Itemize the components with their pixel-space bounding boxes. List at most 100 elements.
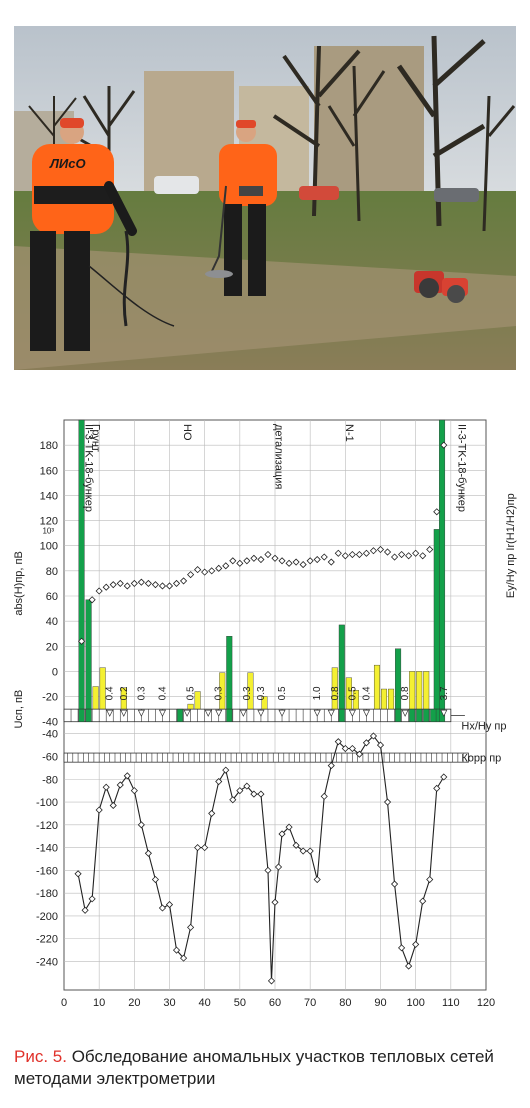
- x-tick-label: 20: [128, 997, 140, 1009]
- triangle-marker: [106, 709, 114, 717]
- y-tick-label: 0: [52, 666, 58, 678]
- y-axis-label: Ucп, пВ: [13, 690, 25, 729]
- ucp-point: [88, 895, 96, 903]
- diamond-point: [102, 583, 110, 591]
- bar-value-label: 0.4: [105, 686, 116, 700]
- x-tick-label: 70: [304, 997, 316, 1009]
- diamond-point: [334, 549, 342, 557]
- ucp-point: [165, 900, 174, 909]
- hxhy-green-cell: [439, 708, 446, 722]
- x-tick-label: 80: [339, 997, 351, 1009]
- bar-value-label: 0.4: [361, 686, 372, 700]
- ucp-point: [102, 783, 110, 791]
- y-tick-label: 160: [40, 465, 58, 477]
- hxhy-green-cell: [78, 708, 85, 722]
- x-tick-label: 120: [477, 997, 495, 1009]
- y-tick-label: -200: [36, 911, 58, 923]
- ucp-point: [271, 898, 279, 906]
- diamond-point: [369, 547, 378, 555]
- hxhy-green-cell: [430, 708, 437, 722]
- diamond-point: [419, 552, 427, 560]
- ucp-point: [306, 847, 314, 855]
- bar-value-label: 0.3: [214, 686, 225, 700]
- ucp-point: [229, 796, 237, 804]
- bar-value-label: 0.5: [186, 686, 197, 700]
- ucp-point: [405, 962, 413, 970]
- electrometry-chart: 180160140120100806040200-20-4010³-40-60-…: [13, 419, 517, 1009]
- caption-lead: Рис. 5.: [14, 1047, 67, 1066]
- ucp-point: [243, 782, 251, 790]
- bar-value-label: 3.7: [439, 686, 450, 700]
- diamond-point: [264, 550, 272, 559]
- ucp-point: [412, 940, 420, 949]
- operator-left: ЛИсО: [30, 118, 175, 351]
- ucp-point: [440, 773, 448, 781]
- bar-value-label: 0.8: [330, 686, 341, 700]
- diamond-point: [348, 550, 356, 559]
- diamond-point: [306, 557, 314, 565]
- y-tick-label: 40: [46, 616, 58, 628]
- ucp-point: [130, 787, 138, 795]
- ucp-point: [433, 784, 441, 792]
- diamond-point: [236, 559, 244, 567]
- y-tick-label: -220: [36, 934, 58, 946]
- diamond-point: [158, 582, 167, 590]
- y-tick-label: -180: [36, 888, 58, 900]
- y-tick-label: -40: [42, 729, 58, 741]
- diamond-point: [257, 555, 265, 564]
- ucp-point: [144, 849, 152, 857]
- hxhy-green-cell: [226, 708, 233, 722]
- x-tick-label: 30: [163, 997, 175, 1009]
- diamond-point: [285, 559, 293, 567]
- hxhy-green-cell: [177, 708, 184, 722]
- segment-annotation: детализация: [272, 424, 284, 489]
- ucp-point: [398, 944, 406, 952]
- figure-caption: Рис. 5. Обследование аномальных участков…: [14, 1046, 522, 1090]
- green-bar: [338, 624, 345, 722]
- y-tick-label: 140: [40, 490, 58, 502]
- y-axis-label-right: Ey/Hy пр Ir(H1/H2)пр: [505, 493, 517, 598]
- ucp-point: [383, 798, 392, 806]
- diamond-point: [376, 545, 385, 554]
- ucp-point: [158, 904, 167, 912]
- korr-strip: [63, 752, 469, 763]
- x-tick-label: 50: [234, 997, 246, 1009]
- diamond-point: [201, 568, 209, 576]
- photo-trees: [28, 35, 516, 232]
- y-axis-label: abs(H)пр, пВ: [13, 551, 25, 616]
- diamond-point: [151, 581, 159, 589]
- diamond-point: [433, 508, 441, 516]
- ucp-point: [267, 977, 276, 985]
- y-tick-label: 120: [40, 516, 58, 528]
- hxhy-label: Hx/Hy пр: [461, 720, 506, 732]
- segment-annotation: Грунт: [90, 424, 102, 452]
- diamond-point: [123, 582, 131, 590]
- photo-buildings: [314, 46, 424, 191]
- ucp-point: [362, 739, 370, 747]
- diamond-point: [222, 562, 230, 570]
- ucp-point: [278, 830, 286, 838]
- bar-value-label: 0.8: [400, 686, 411, 700]
- diamond-point: [78, 637, 86, 645]
- ucp-point: [81, 906, 89, 914]
- triangle-marker: [362, 709, 370, 717]
- photo-car: [434, 188, 479, 202]
- chart-marks: [63, 419, 469, 985]
- segment-annotation: N-1: [343, 424, 355, 442]
- ucp-point: [376, 741, 385, 749]
- y-tick-label: -20: [42, 692, 58, 704]
- diamond-point: [271, 554, 279, 562]
- ucp-point: [334, 738, 342, 746]
- ucp-point: [109, 801, 117, 810]
- ucp-point: [137, 821, 145, 829]
- ucp-point: [274, 863, 283, 871]
- ucp-point: [355, 750, 363, 758]
- diamond-point: [229, 557, 237, 565]
- triangle-marker: [313, 709, 321, 717]
- triangle-marker: [158, 709, 167, 717]
- ucp-point: [236, 787, 244, 795]
- triangle-marker: [239, 709, 247, 717]
- hxhy-green-cell: [416, 708, 423, 722]
- hxhy-green-cell: [423, 708, 430, 722]
- diamond-point: [327, 558, 335, 566]
